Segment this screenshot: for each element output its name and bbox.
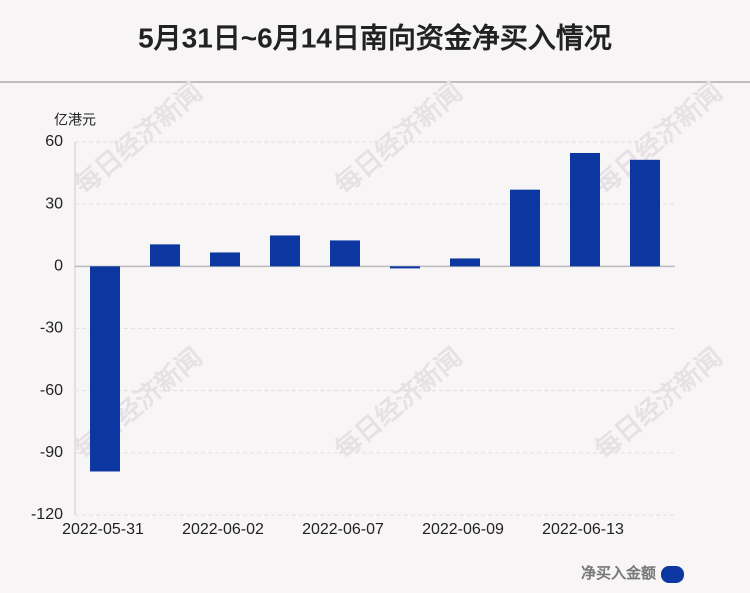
bar [450,258,480,267]
legend-label: 净买入金额 [581,564,656,582]
bar [270,235,300,267]
chart-title: 5月31日~6月14日南向资金净买入情况 [138,21,612,53]
bar [150,244,180,267]
y-tick-label: 30 [45,195,63,212]
bar [570,152,600,267]
x-tick-label: 2022-06-07 [302,521,384,538]
y-tick-label: -30 [40,320,63,337]
bar [90,266,120,472]
y-axis-unit: 亿港元 [54,112,96,128]
bar [330,240,360,267]
bar [210,252,240,267]
y-tick-label: 0 [54,258,63,275]
x-tick-label: 2022-05-31 [62,521,144,538]
bar [510,189,540,267]
y-tick-label: -90 [40,444,63,461]
x-tick-label: 2022-06-13 [542,521,624,538]
y-tick-label: -120 [31,506,63,523]
bar [390,266,420,269]
bar [630,159,660,267]
legend-swatch [661,566,684,583]
y-tick-label: 60 [45,133,63,150]
y-tick-label: -60 [40,382,63,399]
x-tick-label: 2022-06-09 [422,521,504,538]
x-tick-label: 2022-06-02 [182,521,264,538]
